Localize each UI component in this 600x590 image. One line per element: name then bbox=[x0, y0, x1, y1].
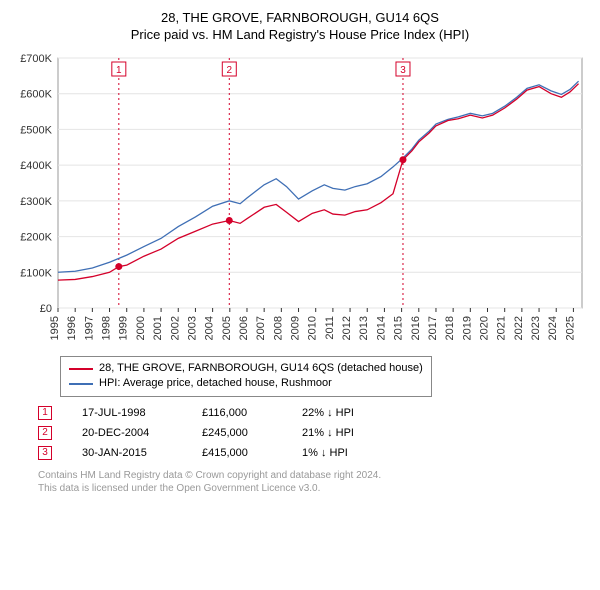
attribution-line: Contains HM Land Registry data © Crown c… bbox=[38, 469, 590, 482]
transaction-row: 2 20-DEC-2004 £245,000 21% ↓ HPI bbox=[38, 423, 590, 443]
transaction-table: 1 17-JUL-1998 £116,000 22% ↓ HPI 2 20-DEC-200… bbox=[38, 403, 590, 463]
line-chart: £0 £100K £200K £300K £400K £500K £600K £700K 199… bbox=[10, 50, 590, 350]
svg-text:2023: 2023 bbox=[530, 316, 542, 340]
svg-text:2008: 2008 bbox=[272, 316, 284, 340]
svg-text:£0: £0 bbox=[40, 303, 52, 315]
legend-swatch-icon bbox=[69, 368, 93, 370]
svg-text:2007: 2007 bbox=[255, 316, 267, 340]
svg-text:2020: 2020 bbox=[479, 316, 491, 340]
svg-text:2006: 2006 bbox=[238, 316, 250, 340]
legend-swatch-icon bbox=[69, 383, 93, 385]
svg-text:£100K: £100K bbox=[20, 267, 52, 279]
title-subtitle: Price paid vs. HM Land Registry's House … bbox=[10, 27, 590, 42]
svg-text:£600K: £600K bbox=[20, 89, 52, 101]
svg-text:£400K: £400K bbox=[20, 160, 52, 172]
svg-text:2012: 2012 bbox=[341, 316, 353, 340]
transaction-date: 30-JAN-2015 bbox=[82, 447, 172, 459]
svg-text:1: 1 bbox=[116, 65, 122, 76]
attribution-line: This data is licensed under the Open Gov… bbox=[38, 482, 590, 495]
transaction-date: 20-DEC-2004 bbox=[82, 427, 172, 439]
title-address: 28, THE GROVE, FARNBOROUGH, GU14 6QS bbox=[10, 10, 590, 25]
legend-label: 28, THE GROVE, FARNBOROUGH, GU14 6QS (de… bbox=[99, 361, 423, 376]
transaction-marker-icon: 1 bbox=[38, 406, 52, 420]
transaction-price: £116,000 bbox=[202, 407, 272, 419]
svg-text:2024: 2024 bbox=[547, 316, 559, 340]
svg-text:2017: 2017 bbox=[427, 316, 439, 340]
svg-text:1998: 1998 bbox=[101, 316, 113, 340]
svg-text:2019: 2019 bbox=[461, 316, 473, 340]
svg-text:2000: 2000 bbox=[135, 316, 147, 340]
legend-item-price-paid: 28, THE GROVE, FARNBOROUGH, GU14 6QS (de… bbox=[69, 361, 423, 376]
svg-text:2005: 2005 bbox=[221, 316, 233, 340]
transaction-delta: 21% ↓ HPI bbox=[302, 427, 392, 439]
svg-text:2003: 2003 bbox=[186, 316, 198, 340]
transaction-marker-icon: 3 bbox=[38, 446, 52, 460]
svg-text:2004: 2004 bbox=[204, 316, 216, 340]
chart-container: 28, THE GROVE, FARNBOROUGH, GU14 6QS Pri… bbox=[0, 0, 600, 503]
transaction-price: £415,000 bbox=[202, 447, 272, 459]
svg-text:2002: 2002 bbox=[169, 316, 181, 340]
svg-text:2009: 2009 bbox=[290, 316, 302, 340]
svg-text:2021: 2021 bbox=[496, 316, 508, 340]
svg-text:1999: 1999 bbox=[118, 316, 130, 340]
svg-text:2014: 2014 bbox=[375, 316, 387, 340]
svg-text:2011: 2011 bbox=[324, 316, 336, 340]
svg-text:2018: 2018 bbox=[444, 316, 456, 340]
transaction-date: 17-JUL-1998 bbox=[82, 407, 172, 419]
svg-text:3: 3 bbox=[400, 65, 406, 76]
svg-text:2010: 2010 bbox=[307, 316, 319, 340]
attribution: Contains HM Land Registry data © Crown c… bbox=[38, 469, 590, 495]
svg-text:2013: 2013 bbox=[358, 316, 370, 340]
legend-label: HPI: Average price, detached house, Rush… bbox=[99, 376, 332, 391]
transaction-row: 1 17-JUL-1998 £116,000 22% ↓ HPI bbox=[38, 403, 590, 423]
chart-area: £0 £100K £200K £300K £400K £500K £600K £700K 199… bbox=[10, 50, 590, 350]
legend: 28, THE GROVE, FARNBOROUGH, GU14 6QS (de… bbox=[60, 356, 432, 397]
svg-text:£300K: £300K bbox=[20, 196, 52, 208]
svg-text:2001: 2001 bbox=[152, 316, 164, 340]
svg-text:£200K: £200K bbox=[20, 232, 52, 244]
legend-item-hpi: HPI: Average price, detached house, Rush… bbox=[69, 376, 423, 391]
transaction-delta: 1% ↓ HPI bbox=[302, 447, 392, 459]
svg-text:2016: 2016 bbox=[410, 316, 422, 340]
svg-text:£700K: £700K bbox=[20, 53, 52, 65]
svg-text:2015: 2015 bbox=[393, 316, 405, 340]
transaction-marker-icon: 2 bbox=[38, 426, 52, 440]
transaction-delta: 22% ↓ HPI bbox=[302, 407, 392, 419]
svg-text:2025: 2025 bbox=[564, 316, 576, 340]
transaction-price: £245,000 bbox=[202, 427, 272, 439]
svg-text:2: 2 bbox=[227, 65, 233, 76]
transaction-row: 3 30-JAN-2015 £415,000 1% ↓ HPI bbox=[38, 443, 590, 463]
svg-text:1997: 1997 bbox=[83, 316, 95, 340]
svg-text:2022: 2022 bbox=[513, 316, 525, 340]
svg-text:£500K: £500K bbox=[20, 124, 52, 136]
svg-text:1995: 1995 bbox=[49, 316, 61, 340]
svg-text:1996: 1996 bbox=[66, 316, 78, 340]
